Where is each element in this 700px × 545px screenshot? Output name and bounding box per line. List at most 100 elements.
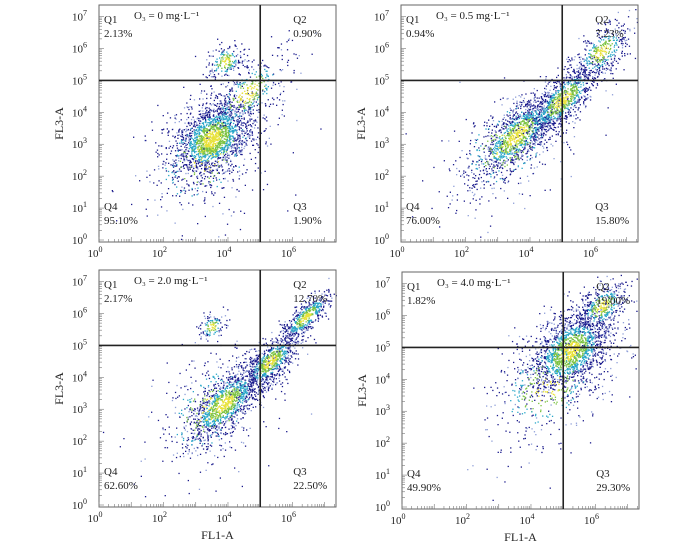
- event-dot: [212, 180, 215, 182]
- event-dot: [211, 156, 214, 158]
- event-dot: [246, 67, 249, 69]
- event-dot: [216, 152, 218, 154]
- event-dot: [209, 112, 211, 114]
- event-dot: [184, 178, 186, 180]
- event-dot: [203, 138, 205, 140]
- event-dot: [237, 101, 239, 103]
- event-dot: [280, 70, 282, 72]
- event-dot: [214, 151, 216, 153]
- event-dot: [265, 65, 267, 67]
- event-dot: [196, 132, 198, 134]
- event-dot: [528, 111, 530, 113]
- event-dot: [186, 133, 188, 136]
- event-dot: [497, 158, 500, 160]
- event-dot: [515, 105, 518, 107]
- event-dot: [231, 87, 233, 89]
- event-dot: [209, 109, 211, 112]
- event-dot: [520, 141, 522, 143]
- event-dot: [248, 48, 250, 50]
- event-dot: [603, 78, 605, 81]
- event-dot: [249, 109, 252, 111]
- event-dot: [202, 152, 204, 154]
- event-dot: [241, 122, 243, 124]
- event-dot: [585, 97, 587, 100]
- event-dot: [575, 91, 577, 93]
- event-dot: [228, 127, 230, 129]
- event-dot: [224, 67, 226, 69]
- event-dot: [192, 146, 194, 148]
- event-dot: [562, 94, 564, 96]
- event-dot: [224, 126, 227, 129]
- event-dot: [219, 43, 221, 46]
- event-dot: [530, 135, 532, 137]
- event-dot: [160, 145, 162, 147]
- event-dot: [229, 122, 232, 125]
- event-dot: [236, 145, 238, 147]
- event-dot: [488, 146, 490, 148]
- event-dot: [228, 154, 230, 156]
- event-dot: [218, 114, 220, 116]
- event-dot: [505, 119, 507, 121]
- event-dot: [492, 170, 494, 172]
- event-dot: [170, 150, 173, 152]
- event-dot: [550, 95, 552, 97]
- event-dot: [311, 53, 313, 55]
- event-dot: [201, 90, 203, 92]
- event-dot: [472, 160, 474, 162]
- event-dot: [492, 120, 495, 122]
- event-dot: [196, 181, 198, 183]
- event-dot: [250, 125, 252, 127]
- event-dot: [575, 86, 578, 88]
- event-dot: [251, 92, 253, 94]
- event-dot: [167, 170, 170, 173]
- event-dot: [553, 94, 556, 96]
- event-dot: [227, 58, 230, 60]
- event-dot: [222, 126, 224, 128]
- event-dot: [533, 101, 535, 103]
- event-dot: [448, 168, 450, 170]
- event-dot: [199, 110, 202, 112]
- event-dot: [594, 77, 596, 79]
- event-dot: [557, 118, 559, 120]
- event-dot: [560, 123, 562, 125]
- event-dot: [227, 67, 229, 69]
- event-dot: [216, 147, 219, 149]
- event-dot: [209, 114, 211, 116]
- event-dot: [205, 119, 207, 121]
- event-dot: [554, 103, 556, 106]
- event-dot: [477, 177, 480, 179]
- event-dot: [557, 106, 559, 108]
- event-dot: [218, 165, 220, 167]
- event-dot: [591, 62, 593, 65]
- event-dot: [131, 203, 133, 206]
- event-dot: [201, 145, 203, 147]
- event-dot: [182, 136, 185, 139]
- event-dot: [250, 85, 252, 87]
- event-dot: [520, 135, 522, 137]
- event-dot: [539, 122, 541, 125]
- event-dot: [527, 119, 529, 121]
- event-dot: [288, 38, 291, 40]
- event-dot: [243, 60, 245, 62]
- event-dot: [578, 78, 580, 81]
- event-dot: [197, 130, 199, 132]
- event-dot: [183, 107, 186, 109]
- event-dot: [556, 85, 558, 88]
- event-dot: [205, 103, 207, 105]
- event-dot: [235, 124, 237, 126]
- event-dot: [171, 176, 174, 179]
- event-dot: [197, 160, 199, 162]
- event-dot: [258, 75, 260, 78]
- event-dot: [180, 113, 182, 115]
- event-dot: [175, 118, 177, 120]
- event-dot: [526, 132, 528, 135]
- event-dot: [548, 127, 550, 130]
- event-dot: [491, 159, 493, 161]
- event-dot: [195, 133, 197, 135]
- event-dot: [217, 131, 220, 133]
- event-dot: [252, 94, 255, 96]
- event-dot: [196, 128, 198, 131]
- event-dot: [570, 74, 572, 77]
- event-dot: [228, 137, 231, 139]
- event-dot: [217, 151, 219, 153]
